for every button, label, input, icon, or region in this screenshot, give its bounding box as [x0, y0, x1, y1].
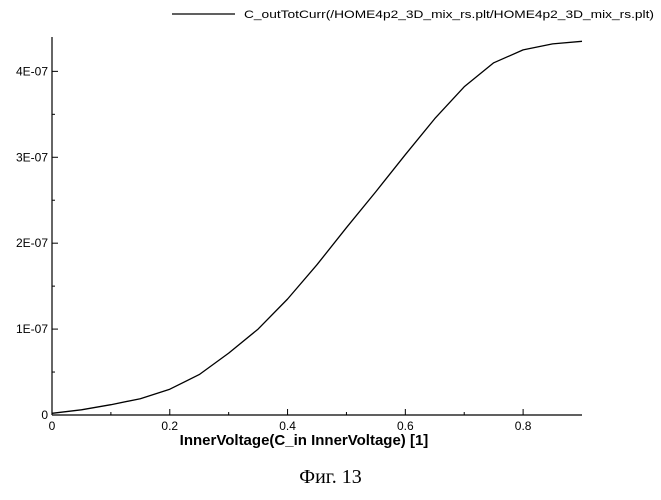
y-tick-label: 3E-07: [16, 150, 48, 164]
x-axis-title: InnerVoltage(C_in InnerVoltage) [1]: [180, 432, 429, 449]
x-tick-label: 0.6: [397, 419, 414, 433]
x-tick-label: 0.4: [279, 419, 296, 433]
y-tick-label: 2E-07: [16, 236, 48, 250]
series-line: [52, 41, 582, 413]
x-tick-label: 0.2: [161, 419, 178, 433]
x-tick-label: 0.8: [515, 419, 532, 433]
figure-caption: Фиг. 13: [0, 466, 661, 489]
legend-label: C_outTotCurr(/HOME4p2_3D_mix_rs.plt/HOME…: [244, 9, 654, 21]
y-tick-label: 1E-07: [16, 322, 48, 336]
y-tick-label: 4E-07: [16, 64, 48, 78]
y-tick-label: 0: [41, 408, 48, 422]
x-tick-label: 0: [49, 419, 56, 433]
line-chart: 0 0.2 0.4 0.6 0.8 0 1E-07 2E-07 3E-07 4E-07 InnerV…: [0, 0, 661, 460]
